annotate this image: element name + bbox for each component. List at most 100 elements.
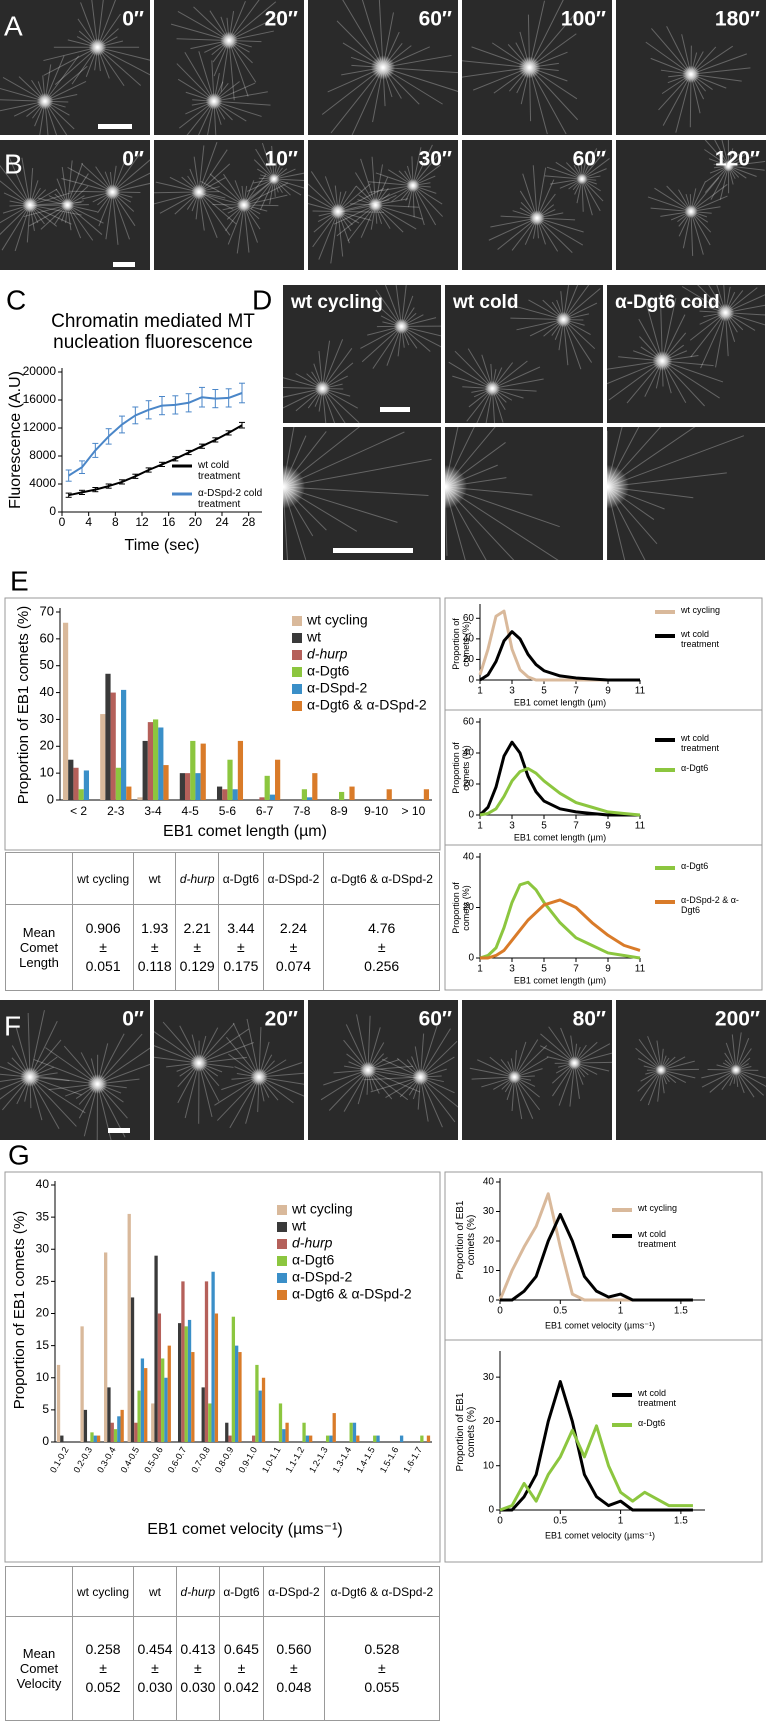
bar xyxy=(120,1409,124,1442)
microtubule xyxy=(412,185,444,217)
panel-d-label: wt cycling xyxy=(290,292,383,313)
microtubule xyxy=(647,1069,662,1106)
bar xyxy=(255,1364,259,1442)
legend-label: wt cold treatment xyxy=(638,1229,677,1249)
bar xyxy=(201,1387,205,1442)
bar xyxy=(349,1422,353,1442)
bar xyxy=(190,740,196,800)
bar xyxy=(376,1435,380,1442)
error-bar xyxy=(92,487,99,493)
series-line xyxy=(478,740,640,817)
x-tick-label: 1.5-1.6 xyxy=(378,1445,401,1474)
x-tick-label: 1.5 xyxy=(674,1516,688,1527)
x-tick-label: 3 xyxy=(509,821,515,832)
y-tick-label: 10 xyxy=(36,1370,50,1384)
y-tick-label: 0 xyxy=(42,1434,49,1448)
legend-swatch xyxy=(277,1239,287,1249)
timestamp: 60″ xyxy=(573,148,606,171)
y-axis-label: Proportion of comets (%) xyxy=(451,618,471,670)
y-tick-label: 40 xyxy=(463,852,475,863)
bar xyxy=(301,789,308,800)
bar xyxy=(147,722,153,800)
microtubule xyxy=(308,194,339,212)
aster xyxy=(684,204,698,219)
x-tick-label: 1 xyxy=(618,1516,624,1527)
microtubule xyxy=(645,41,692,75)
legend-label: α-DSpd-2 xyxy=(292,1269,352,1285)
microtubule xyxy=(21,157,31,206)
panel-frame xyxy=(4,597,441,851)
bar xyxy=(144,1368,148,1442)
bar xyxy=(423,789,430,800)
x-tick-label: 7 xyxy=(573,821,579,832)
legend-swatch xyxy=(277,1290,287,1300)
aster xyxy=(20,1067,40,1087)
microtubule xyxy=(581,178,601,212)
microtubule xyxy=(44,101,49,135)
stat-mean: 0.258 xyxy=(85,1641,121,1658)
microtubule xyxy=(228,40,249,97)
error-bar xyxy=(105,483,112,489)
series-line xyxy=(480,898,641,960)
microtubule xyxy=(378,0,384,68)
microtubule xyxy=(33,1058,98,1085)
microtubule xyxy=(0,1076,31,1083)
y-tick-label: 0 xyxy=(468,953,474,964)
x-tick-label: 24 xyxy=(215,515,229,529)
error-bar xyxy=(225,430,232,436)
error-bar xyxy=(145,467,152,473)
bar xyxy=(115,767,122,800)
bar xyxy=(325,1435,330,1442)
bar xyxy=(80,1326,84,1442)
micrograph xyxy=(283,285,441,423)
timestamp: 200″ xyxy=(715,1008,760,1031)
stat-cell: 2.24 ±0.074 xyxy=(262,904,325,991)
x-tick-label: 0.8-0.9 xyxy=(213,1445,236,1474)
microtubule xyxy=(67,204,103,235)
x-tick-label: 0 xyxy=(497,1306,503,1317)
microtubule xyxy=(563,288,601,320)
microtubule xyxy=(522,173,538,219)
stat-cell: 4.76 ±0.256 xyxy=(323,904,440,991)
x-tick-label: 0.4-0.5 xyxy=(119,1445,142,1474)
legend-label: α-DSpd-2 & α-Dgt6 xyxy=(681,895,739,915)
microtubule xyxy=(198,1042,254,1064)
micrograph-bg xyxy=(462,140,612,270)
bar xyxy=(167,1345,171,1442)
micrograph xyxy=(445,427,603,560)
stat-sem: 0.030 xyxy=(137,1678,173,1695)
column-header: α-DSpd-2 xyxy=(262,852,325,905)
microtubule xyxy=(91,0,98,48)
aster xyxy=(236,197,252,213)
microtubule xyxy=(0,99,46,102)
timestamp: 20″ xyxy=(265,8,298,31)
microtubule xyxy=(198,101,215,135)
legend-swatch xyxy=(277,1273,287,1283)
y-tick-label: 0 xyxy=(488,1505,494,1516)
legend-swatch xyxy=(277,1256,287,1266)
error-bar xyxy=(145,400,152,420)
stat-sem: 0.051 xyxy=(85,957,121,974)
microtubule xyxy=(177,11,230,41)
microtubule xyxy=(607,435,745,488)
microtubule xyxy=(467,348,493,389)
legend-label: wt cycling xyxy=(306,612,368,628)
bar xyxy=(134,1422,138,1442)
microtubule xyxy=(273,178,304,182)
y-tick-label: 0 xyxy=(49,504,56,518)
aster xyxy=(190,1054,208,1072)
y-tick-label: 20 xyxy=(483,1416,495,1427)
microtubule xyxy=(283,458,432,488)
microtubule xyxy=(35,1075,98,1085)
x-tick-label: 1.4-1.5 xyxy=(354,1445,377,1474)
microtubule xyxy=(536,217,573,253)
y-tick-label: 30 xyxy=(40,711,54,726)
timestamp: 20″ xyxy=(265,1008,298,1031)
microtubule xyxy=(200,180,245,206)
microtubule xyxy=(273,178,304,189)
y-tick-label: 40 xyxy=(463,633,475,644)
microtubule xyxy=(260,178,275,210)
aster xyxy=(555,311,572,328)
microtubule xyxy=(44,65,88,102)
micrograph xyxy=(154,0,304,135)
